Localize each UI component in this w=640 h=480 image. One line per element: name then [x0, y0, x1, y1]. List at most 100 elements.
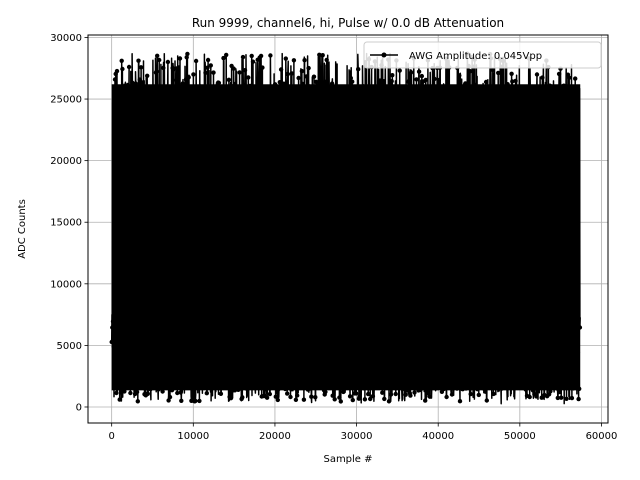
data-point [354, 391, 359, 396]
data-point [177, 56, 183, 61]
data-point [348, 75, 353, 81]
data-point [291, 58, 297, 63]
data-point [138, 65, 144, 70]
data-point [184, 55, 189, 60]
data-point [416, 69, 422, 74]
data-point [231, 66, 236, 71]
data-point [309, 394, 314, 399]
data-point [179, 398, 184, 403]
data-point [256, 80, 261, 86]
data-point [403, 392, 408, 397]
y-axis-label: ADC Counts [17, 199, 28, 259]
data-point [185, 51, 190, 57]
data-point [476, 392, 481, 398]
data-point [576, 396, 581, 402]
x-tick-label: 0 [108, 431, 114, 442]
data-point [208, 63, 213, 68]
data-point [288, 394, 293, 400]
data-point [204, 391, 209, 396]
data-point [390, 73, 395, 78]
data-point [496, 70, 501, 76]
data-point [135, 399, 140, 404]
legend-box [363, 41, 602, 69]
data-point [167, 394, 173, 400]
data-point [419, 73, 424, 79]
data-point [154, 69, 159, 74]
data-point [382, 396, 387, 402]
overplot-band [111, 84, 581, 391]
data-point [114, 390, 119, 396]
data-point [370, 394, 376, 399]
data-point [423, 398, 428, 403]
data-point [224, 52, 229, 58]
data-point [242, 68, 248, 73]
data-point [278, 67, 284, 72]
x-tick-label: 50000 [504, 431, 536, 442]
data-point [414, 77, 419, 82]
data-point [457, 73, 462, 78]
data-point [567, 75, 572, 80]
data-point [186, 75, 191, 80]
data-point [216, 80, 222, 86]
data-point [275, 397, 280, 403]
data-point [317, 52, 322, 57]
data-point [302, 58, 307, 63]
y-tick-label: 25000 [50, 95, 82, 106]
data-point [211, 70, 216, 75]
data-point [449, 392, 455, 397]
data-point [306, 65, 311, 71]
data-point [386, 399, 392, 404]
x-tick-label: 20000 [259, 431, 291, 442]
data-point [573, 76, 578, 81]
data-point [341, 389, 346, 395]
data-point [324, 57, 329, 63]
data-point [120, 66, 125, 72]
data-point [299, 68, 305, 74]
data-point [283, 56, 288, 61]
x-tick-label: 60000 [586, 431, 618, 442]
data-point [205, 57, 211, 63]
data-point [191, 390, 197, 395]
y-tick-label: 30000 [50, 33, 82, 44]
data-point [368, 396, 373, 402]
data-point [320, 53, 325, 58]
data-series [109, 51, 583, 405]
data-point [490, 67, 495, 73]
data-point [534, 394, 539, 399]
y-tick-label: 20000 [50, 156, 82, 167]
data-point [408, 393, 413, 398]
y-tick-label: 5000 [57, 341, 82, 352]
data-point [117, 397, 122, 402]
data-point [397, 68, 402, 73]
data-point [362, 397, 368, 402]
data-point [311, 74, 317, 79]
data-point [432, 76, 437, 82]
axis-ticks: 0 10000 20000 30000 40000 50000 60000 0 5000 1000… [50, 33, 617, 442]
data-point [193, 58, 199, 64]
data-point [356, 67, 361, 72]
data-point [513, 78, 518, 84]
data-point [406, 78, 412, 83]
data-point [426, 391, 431, 396]
data-point [221, 55, 226, 61]
data-point [491, 391, 496, 397]
data-point [145, 73, 150, 79]
data-point [161, 65, 166, 71]
data-point [203, 70, 208, 76]
data-point [268, 53, 273, 58]
data-point [539, 395, 544, 400]
data-point [559, 395, 564, 400]
data-point [140, 80, 145, 85]
data-point [258, 53, 264, 59]
data-point [301, 397, 307, 402]
data-point [260, 65, 265, 70]
data-point [484, 398, 489, 403]
data-point [540, 75, 545, 80]
data-point [137, 77, 142, 82]
data-point [388, 392, 394, 397]
data-point [218, 391, 224, 396]
y-tick-label: 15000 [50, 218, 82, 229]
data-point [246, 75, 251, 80]
legend-point-marker [381, 52, 387, 58]
data-point [509, 71, 514, 77]
